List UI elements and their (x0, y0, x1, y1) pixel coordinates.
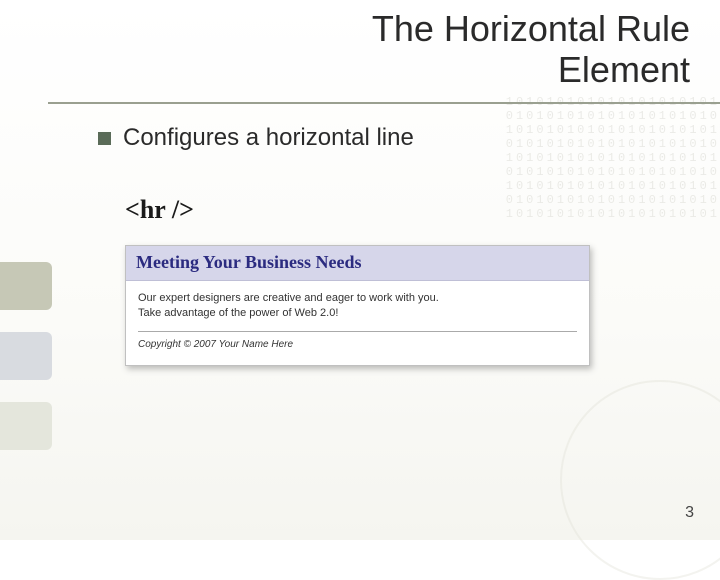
bullet-square-icon (98, 132, 111, 145)
background-binary-pattern: 101010101010101010101 010101010101010101… (420, 95, 720, 245)
bullet-item: Configures a horizontal line (98, 124, 414, 152)
title-underline (48, 102, 720, 104)
example-rendered-box: Meeting Your Business Needs Our expert d… (125, 245, 590, 366)
example-header: Meeting Your Business Needs (126, 246, 589, 281)
bullet-text: Configures a horizontal line (123, 124, 414, 152)
slide: 101010101010101010101 010101010101010101… (0, 0, 720, 540)
example-body-line-2: Take advantage of the power of Web 2.0! (138, 306, 577, 321)
slide-title: The Horizontal Rule Element (372, 8, 690, 91)
example-heading: Meeting Your Business Needs (136, 252, 579, 273)
example-body-line-1: Our expert designers are creative and ea… (138, 291, 577, 306)
example-body: Our expert designers are creative and ea… (126, 281, 589, 365)
example-horizontal-rule (138, 331, 577, 332)
page-number: 3 (685, 504, 694, 522)
corner-decoration (560, 380, 720, 580)
example-copyright: Copyright © 2007 Your Name Here (138, 338, 577, 358)
side-tab-2 (0, 332, 52, 380)
code-snippet: <hr /> (125, 195, 194, 225)
side-tab-1 (0, 262, 52, 310)
title-line-2: Element (558, 49, 690, 90)
side-tab-3 (0, 402, 52, 450)
title-line-1: The Horizontal Rule (372, 8, 690, 49)
